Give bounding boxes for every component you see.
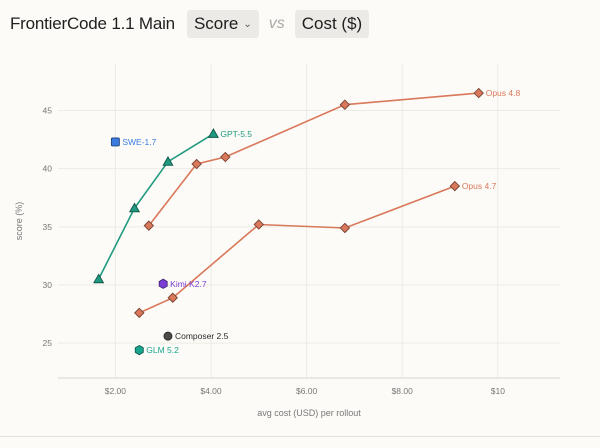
opus-4-7-point (449, 180, 461, 192)
benchmark-title: FrontierCode 1.1 Main (10, 14, 175, 33)
y-tick-label: 45 (43, 106, 53, 116)
composer-2-5-label: Composer 2.5 (175, 331, 229, 341)
metric-select-label: Score (193, 14, 239, 33)
cost-toggle[interactable]: Cost ($) (294, 10, 370, 38)
gpt-5-5-line (97, 133, 214, 280)
bottom-divider (0, 436, 600, 437)
gpt-5-5-point (162, 155, 174, 166)
opus-4-8-point (191, 158, 202, 170)
opus-4-7-point (134, 307, 145, 319)
cost-toggle-label: Cost ($) (301, 14, 363, 33)
kimi-k2-7-point (158, 278, 168, 289)
gpt-5-5-point (128, 202, 141, 213)
opus-4-7-line (138, 185, 456, 314)
opus-4-7-point (167, 292, 178, 303)
composer-2-5-point (163, 331, 173, 341)
glm-5-2-label: GLM 5.2 (146, 345, 179, 355)
opus-4-8-label: Opus 4.8 (486, 88, 521, 98)
gpt-5-5-label: GPT-5.5 (220, 129, 252, 139)
swe-1-7-label: SWE-1.7 (122, 137, 156, 147)
x-tick-label: $2.00 (105, 386, 127, 396)
x-axis-title: avg cost (USD) per rollout (257, 408, 361, 418)
x-tick-label: $10 (491, 386, 505, 396)
x-tick-label: $6.00 (296, 386, 318, 396)
glm-5-2-point (134, 344, 144, 356)
opus-4-8-point (143, 220, 155, 231)
y-tick-label: 30 (43, 280, 53, 290)
metric-select[interactable]: Score ⌄ (186, 10, 259, 38)
chevron-down-icon: ⌄ (243, 18, 252, 30)
opus-4-8-point (339, 99, 351, 110)
opus-4-7-point (253, 219, 265, 230)
y-axis-title: score (%) (14, 202, 24, 241)
opus-4-8-point (220, 151, 231, 163)
kimi-k2-7-label: Kimi K2.7 (170, 279, 207, 289)
y-tick-label: 25 (43, 338, 53, 348)
opus-4-8-point (473, 87, 484, 99)
opus-4-7-point (339, 222, 351, 234)
swe-1-7-point (110, 137, 120, 147)
x-tick-label: $8.00 (392, 386, 414, 396)
vs-label: vs (268, 15, 285, 32)
gpt-5-5-point (93, 273, 105, 284)
gpt-5-5-point (207, 128, 219, 138)
y-tick-label: 40 (43, 164, 53, 174)
y-tick-label: 35 (43, 222, 53, 232)
chart-header: FrontierCode 1.1 Main Score ⌄ vs Cost ($… (10, 9, 370, 39)
opus-4-7-label: Opus 4.7 (462, 181, 497, 191)
opus-4-8-line (148, 92, 479, 227)
x-tick-label: $4.00 (200, 386, 222, 396)
